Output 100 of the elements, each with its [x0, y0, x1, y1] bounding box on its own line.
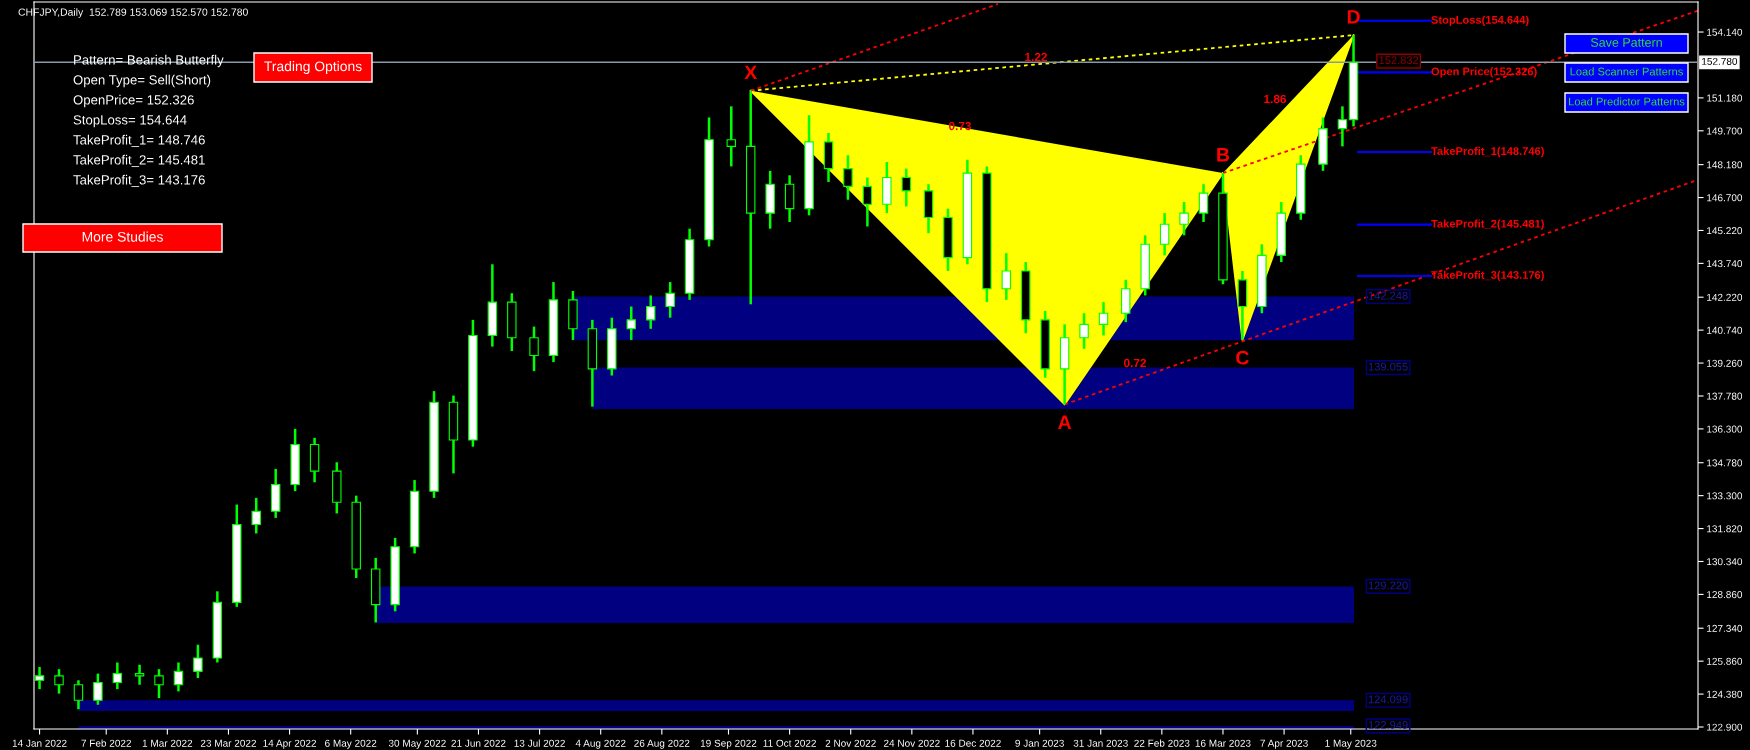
x-tick-label: 1 Mar 2022 — [142, 739, 193, 747]
candlestick — [370, 556, 381, 624]
y-tick-label: 133.300 — [1707, 492, 1743, 500]
candlestick — [1098, 300, 1109, 337]
ref-line-label: TakeProfit_1(148.746) — [1431, 146, 1544, 158]
candlestick — [626, 305, 636, 342]
annotation: TakeProfit_3= 143.176 — [73, 174, 205, 188]
candlestick — [1021, 260, 1031, 335]
x-tick-label: 16 Mar 2023 — [1195, 739, 1251, 747]
candlestick — [1337, 105, 1348, 148]
x-tick-label: 6 May 2022 — [325, 739, 377, 749]
ref-line-label: TakeProfit_2(145.481) — [1431, 219, 1544, 230]
y-tick-label: 134.780 — [1707, 459, 1743, 467]
annotation: A — [1058, 415, 1072, 429]
x-tick-label: 4 Aug 2022 — [575, 739, 626, 749]
y-tick-label: 130.340 — [1707, 558, 1743, 566]
candlestick — [212, 590, 223, 664]
x-tick-label: 2 Nov 2022 — [825, 739, 876, 747]
annotation: OpenPrice= 152.326 — [73, 94, 194, 108]
ref-line-label: StopLoss(154.644) — [1431, 15, 1529, 26]
ref-line-label: TakeProfit_3(143.176) — [1431, 270, 1544, 282]
annotation: 1.86 — [1264, 94, 1287, 104]
y-tick-label: 127.340 — [1707, 624, 1743, 632]
annotation: B — [1217, 148, 1230, 162]
x-tick-label: 9 Jan 2023 — [1015, 739, 1064, 747]
y-tick-label: 131.820 — [1707, 525, 1743, 533]
candlestick — [923, 182, 934, 235]
band-label: 142.248 — [1368, 291, 1408, 300]
candlestick — [1237, 269, 1248, 342]
annotation: Load Scanner Patterns — [1570, 67, 1683, 76]
candlestick — [784, 174, 795, 224]
y-tick-label: 140.740 — [1707, 326, 1743, 334]
x-tick-label: 13 Jul 2022 — [514, 739, 565, 747]
y-tick-label: 145.220 — [1707, 227, 1743, 235]
x-tick-label: 26 Aug 2022 — [634, 739, 690, 749]
y-tick-label: 142.220 — [1707, 293, 1743, 301]
candlestick — [587, 318, 598, 408]
candlestick — [73, 679, 84, 711]
band-label: 129.220 — [1368, 581, 1408, 590]
y-tick-label: 143.740 — [1707, 260, 1743, 268]
y-tick-label: 139.260 — [1707, 359, 1743, 367]
annotation: C — [1236, 350, 1249, 365]
candlestick — [1348, 33, 1359, 128]
y-tick-label: 149.700 — [1707, 127, 1743, 135]
candlestick — [726, 105, 736, 168]
y-tick-label: 146.700 — [1707, 194, 1743, 202]
candlestick — [1121, 278, 1131, 324]
candlestick — [823, 131, 834, 184]
candlestick — [1001, 251, 1012, 302]
candlestick — [173, 661, 184, 693]
ref-line-label: 152.780 — [1702, 57, 1738, 65]
x-tick-label: 14 Jan 2022 — [12, 739, 67, 747]
y-tick-label: 137.780 — [1707, 392, 1743, 400]
annotation: Trading Options — [264, 61, 362, 74]
x-tick-label: 22 Feb 2023 — [1134, 739, 1190, 747]
candlestick — [862, 176, 873, 228]
candlestick — [645, 294, 656, 331]
candlestick — [409, 478, 420, 555]
candlestick — [487, 263, 498, 348]
band-label: 122.949 — [1368, 721, 1408, 729]
candlestick — [1159, 211, 1170, 257]
annotation: 0.72 — [1123, 358, 1147, 368]
y-tick-label: 125.860 — [1707, 657, 1743, 665]
candlestick — [745, 89, 756, 306]
candlestick — [448, 394, 459, 475]
candlestick — [1276, 200, 1287, 264]
candlestick — [309, 436, 320, 484]
annotation: 152.832 — [1379, 56, 1419, 65]
annotation: X — [744, 65, 758, 80]
y-tick-label: 122.900 — [1707, 723, 1743, 731]
x-tick-label: 21 Jun 2022 — [451, 739, 506, 747]
candlestick — [1198, 182, 1209, 224]
y-tick-label: 154.140 — [1707, 28, 1743, 36]
candlestick — [1059, 323, 1070, 406]
candlestick — [232, 503, 242, 609]
x-tick-label: 19 Sep 2022 — [700, 739, 757, 749]
candlestick — [548, 280, 559, 364]
candlestick — [962, 158, 973, 266]
annotation: Load Predictor Patterns — [1569, 97, 1685, 106]
candlestick — [270, 467, 281, 520]
annotation: Save Pattern — [1590, 38, 1662, 47]
candlestick — [112, 661, 123, 691]
y-tick-label: 128.860 — [1707, 591, 1743, 599]
y-tick-label: 124.380 — [1707, 690, 1743, 698]
annotation: TakeProfit_1= 148.746 — [73, 134, 205, 148]
band-label: 139.055 — [1368, 362, 1408, 371]
x-tick-label: 14 Apr 2022 — [263, 739, 317, 749]
x-tick-label: 11 Oct 2022 — [763, 739, 816, 747]
x-tick-label: 23 Mar 2022 — [200, 739, 257, 747]
band-label: 124.099 — [1368, 695, 1408, 704]
x-tick-label: 30 May 2022 — [388, 739, 446, 749]
annotation: D — [1347, 10, 1360, 24]
annotation: StopLoss= 154.644 — [73, 115, 187, 128]
x-tick-label: 7 Feb 2022 — [81, 739, 132, 747]
x-tick-label: 31 Jan 2023 — [1073, 739, 1128, 747]
x-tick-label: 16 Dec 2022 — [945, 739, 1001, 747]
y-tick-label: 151.180 — [1707, 94, 1743, 102]
x-tick-label: 7 Apr 2023 — [1260, 739, 1308, 749]
y-tick-label: 148.180 — [1707, 161, 1743, 169]
x-tick-label: 1 May 2023 — [1325, 739, 1377, 749]
